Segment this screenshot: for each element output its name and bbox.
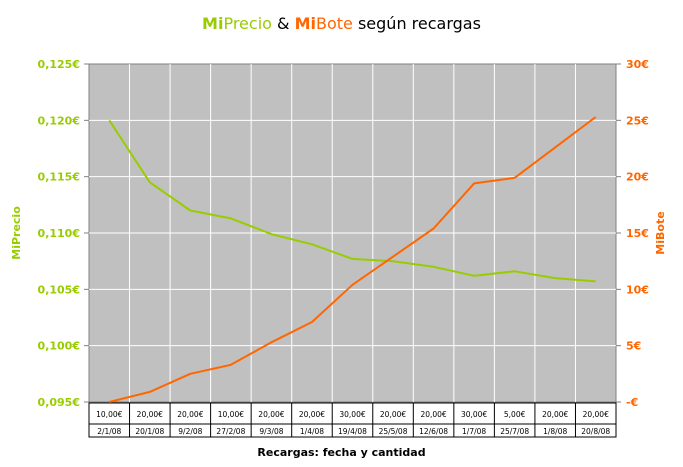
chart-title: MiPrecio & MiBote según recargas — [0, 14, 683, 33]
right-tick-label: -€ — [626, 396, 638, 409]
title-mi-2: Mi — [294, 14, 316, 33]
category-amount: 20,00€ — [177, 410, 203, 419]
left-tick-label: 0,120€ — [38, 114, 80, 127]
left-tick-label: 0,105€ — [38, 283, 80, 296]
category-date: 1/4/08 — [300, 427, 324, 436]
title-suffix: según recargas — [352, 14, 481, 33]
title-mi-1: Mi — [202, 14, 224, 33]
category-date: 1/8/08 — [543, 427, 567, 436]
right-tick-label: 20€ — [626, 171, 649, 184]
category-date: 20/1/08 — [135, 427, 164, 436]
category-amount: 5,00€ — [504, 410, 526, 419]
category-amount: 20,00€ — [258, 410, 284, 419]
category-amount: 20,00€ — [380, 410, 406, 419]
category-amount: 30,00€ — [339, 410, 365, 419]
category-amount: 30,00€ — [461, 410, 487, 419]
right-tick-label: 25€ — [626, 114, 649, 127]
category-amount: 20,00€ — [583, 410, 609, 419]
right-tick-label: 10€ — [626, 283, 649, 296]
category-amount: 20,00€ — [542, 410, 568, 419]
left-tick-label: 0,125€ — [38, 58, 80, 71]
category-amount: 10,00€ — [218, 410, 244, 419]
left-axis-title: MiPrecio — [10, 206, 23, 260]
right-tick-label: 15€ — [626, 227, 649, 240]
category-amount: 20,00€ — [299, 410, 325, 419]
title-precio: Precio — [223, 14, 272, 33]
category-date: 2/1/08 — [97, 427, 121, 436]
category-date: 12/6/08 — [419, 427, 448, 436]
right-tick-label: 5€ — [626, 340, 641, 353]
left-tick-label: 0,100€ — [38, 340, 80, 353]
category-date: 25/5/08 — [379, 427, 408, 436]
left-tick-label: 0,115€ — [38, 171, 80, 184]
category-table — [88, 402, 617, 438]
category-amount: 20,00€ — [137, 410, 163, 419]
category-date: 9/3/08 — [259, 427, 283, 436]
category-date: 9/2/08 — [178, 427, 202, 436]
category-amount: 20,00€ — [420, 410, 446, 419]
left-tick-label: 0,110€ — [38, 227, 80, 240]
x-axis-title: Recargas: fecha y cantidad — [257, 446, 426, 459]
category-date: 27/2/08 — [216, 427, 245, 436]
category-amount: 10,00€ — [96, 410, 122, 419]
right-tick-label: 30€ — [626, 58, 649, 71]
series-line-mibote — [109, 116, 597, 403]
series-line-miprecio — [108, 119, 596, 283]
category-date: 25/7/08 — [500, 427, 529, 436]
title-connector: & — [271, 14, 295, 33]
category-date: 19/4/08 — [338, 427, 367, 436]
category-date: 20/8/08 — [581, 427, 610, 436]
right-axis-title: MiBote — [654, 211, 667, 254]
title-bote: Bote — [315, 14, 353, 33]
category-date: 1/7/08 — [462, 427, 486, 436]
left-tick-label: 0,095€ — [38, 396, 80, 409]
